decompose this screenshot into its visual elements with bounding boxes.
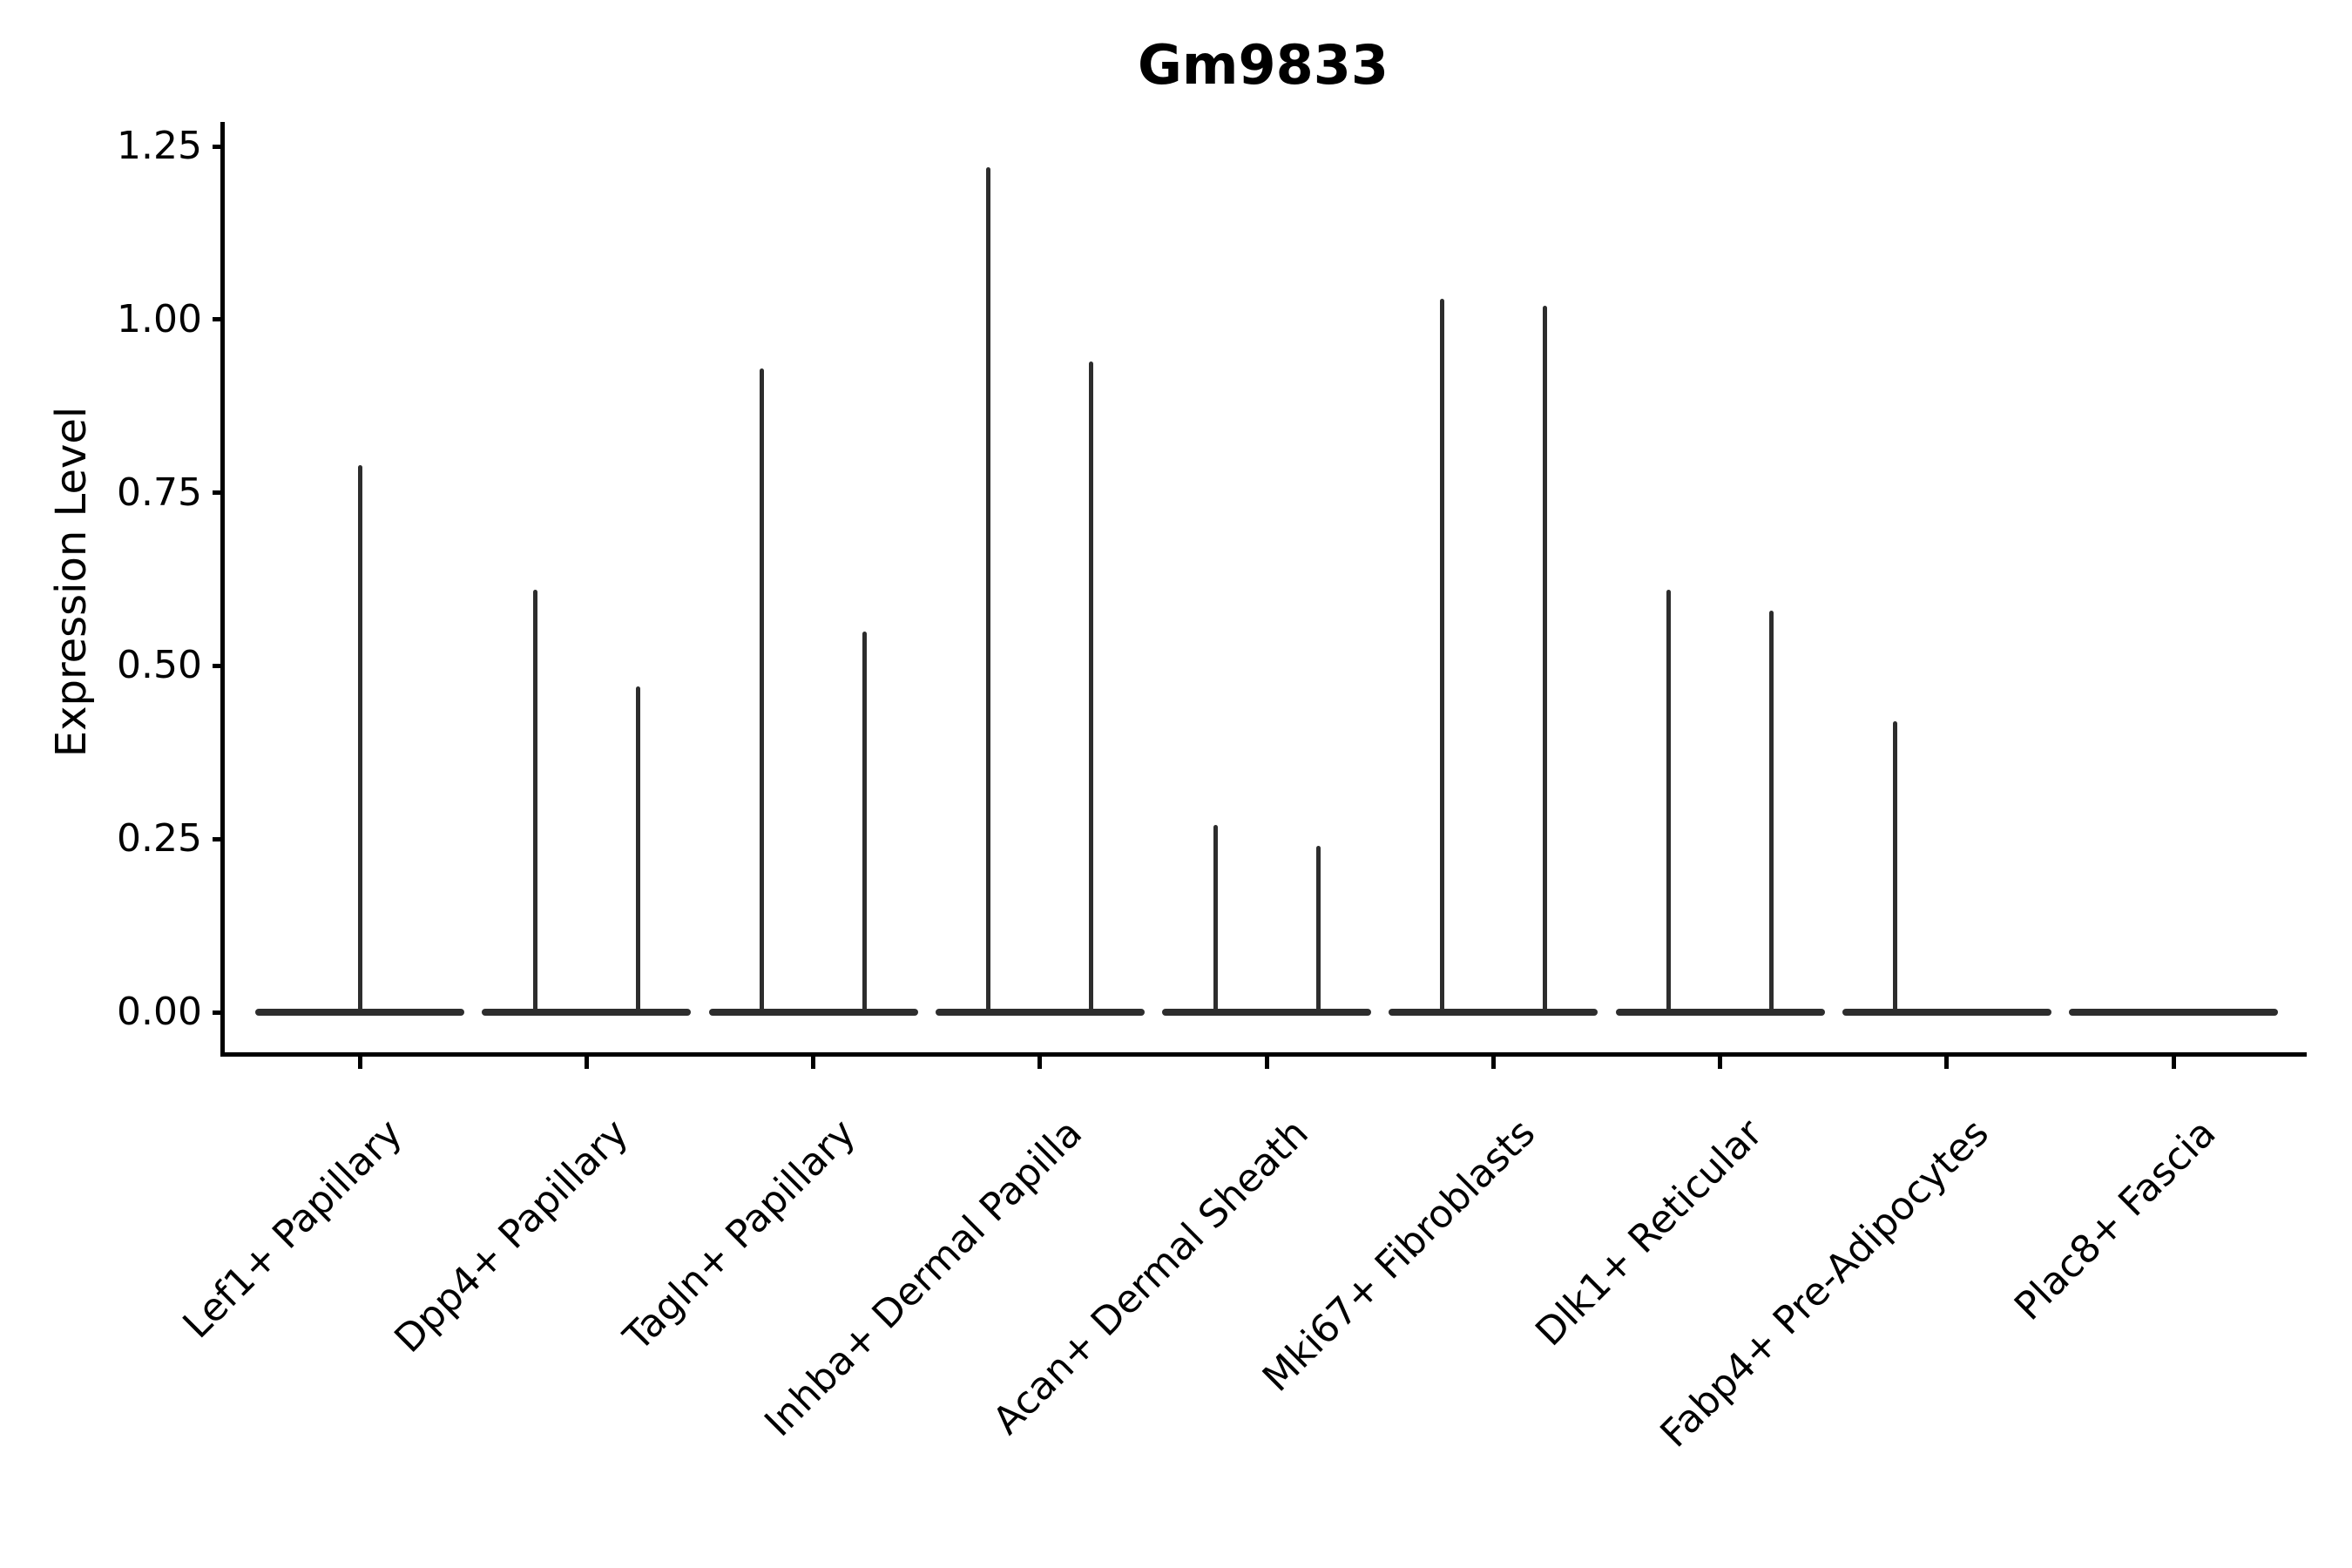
y-tick-label: 1.00 xyxy=(117,296,202,341)
y-axis-label: Expression Level xyxy=(47,406,96,758)
violin-spike xyxy=(1089,361,1094,1012)
y-tick-label: 1.25 xyxy=(117,124,202,168)
x-tick xyxy=(1037,1056,1043,1069)
x-tick-label: Tagln+ Papillary xyxy=(615,1111,864,1360)
x-tick-label: Lef1+ Papillary xyxy=(174,1111,411,1348)
violin-zero-body xyxy=(1389,1009,1598,1016)
x-tick xyxy=(1944,1056,1950,1069)
violin-zero-body xyxy=(1615,1009,1825,1016)
violin-zero-body xyxy=(1842,1009,2051,1016)
violin-zero-body xyxy=(1162,1009,1371,1016)
violin-spike xyxy=(1893,721,1898,1012)
y-axis-spine xyxy=(220,122,225,1057)
y-tick xyxy=(213,1010,225,1015)
violin-spike xyxy=(1666,590,1671,1012)
x-tick xyxy=(2171,1056,2176,1069)
violin-spike xyxy=(986,167,991,1012)
y-tick xyxy=(213,490,225,496)
x-tick xyxy=(357,1056,362,1069)
x-tick-label: Dlk1+ Reticular xyxy=(1526,1111,1771,1355)
y-tick-label: 0.25 xyxy=(117,816,202,862)
y-tick-label: 0.00 xyxy=(117,990,202,1034)
x-tick xyxy=(1264,1056,1269,1069)
violin-spike xyxy=(1213,825,1218,1012)
x-axis-spine xyxy=(223,1052,2307,1057)
violin-zero-body xyxy=(2069,1009,2278,1016)
violin-spike xyxy=(862,631,867,1012)
violin-spike xyxy=(1542,306,1547,1012)
x-tick xyxy=(1490,1056,1496,1069)
x-tick xyxy=(1718,1056,1722,1069)
chart-title: Gm9833 xyxy=(1137,33,1389,97)
violin-spike xyxy=(1315,846,1321,1012)
y-tick-label: 0.50 xyxy=(117,643,202,688)
violin-spike xyxy=(1439,299,1444,1012)
violin-zero-body xyxy=(482,1009,692,1016)
x-tick xyxy=(811,1056,815,1069)
y-tick xyxy=(213,144,225,149)
violin-zero-body xyxy=(708,1009,918,1016)
violin-spike xyxy=(635,686,640,1012)
y-tick xyxy=(213,317,225,322)
violin-spike xyxy=(357,464,362,1012)
x-tick-label: Plac8+ Fascia xyxy=(2005,1111,2225,1329)
x-tick-label: Dpp4+ Papillary xyxy=(386,1111,638,1362)
violin-zero-body xyxy=(255,1009,464,1016)
y-tick xyxy=(213,836,225,841)
violin-spike xyxy=(1769,610,1774,1012)
violin-zero-body xyxy=(935,1009,1145,1016)
y-tick-label: 0.75 xyxy=(117,470,202,515)
violin-spike xyxy=(760,368,764,1012)
y-tick xyxy=(213,663,225,668)
violin-spike xyxy=(532,590,537,1012)
x-tick xyxy=(584,1056,589,1069)
